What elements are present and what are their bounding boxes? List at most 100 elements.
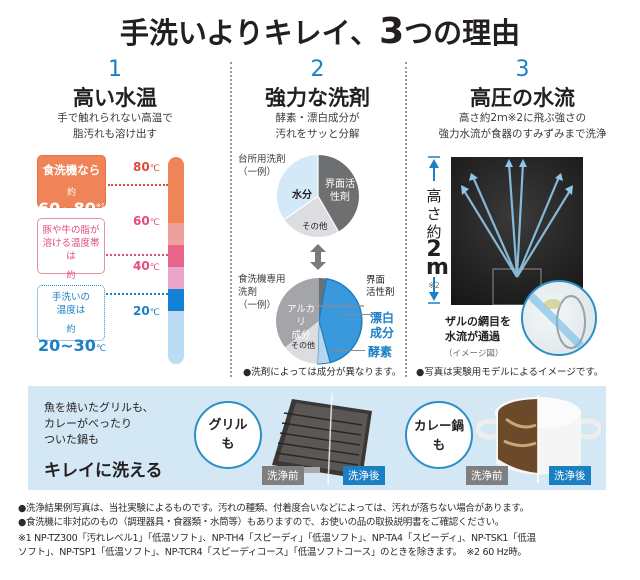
char: 高 [426,187,442,205]
line: 成分 [370,326,395,340]
value: 20 [133,304,150,318]
line: も [432,437,446,452]
unit: ℃ [149,218,160,228]
sub-line: 汚れをサッと分解 [275,128,360,140]
reason-heading-3: 高圧の水流 [470,86,575,110]
unit: ℃ [104,207,115,217]
line: 魚を焼いたグリルも、 [44,401,154,414]
pie2-bleach: 漂白 成分 [370,311,394,341]
pie1-surfactant: 界面活性剤 [325,179,355,203]
line: アルカリ [286,304,316,328]
line: グリル [208,418,248,433]
note: ※2 [428,281,440,290]
box-label: 豚や牛の脂が溶ける温度帯は [38,224,104,263]
colander-text: ザルの網目を 水流が通過 [445,314,511,344]
line: 水流が通過 [445,330,500,343]
dotted-guide [106,293,168,295]
pie2-label: 食洗機専用 洗剤 （一例） [238,273,286,312]
temp-label-80: 80℃ [133,160,160,174]
unit: ℃ [149,263,160,273]
colander-closeup-photo [521,280,597,356]
prefix: 約 [66,325,76,335]
line: 成分 [291,330,311,341]
reason-number-3: 3 [515,57,530,82]
footnote-4: ソフト」、NP-TSP1「低温ソフト」、NP-TCR4「スピーディコース」「低温… [18,547,527,558]
leader-line [330,350,365,351]
pie2-alkali: アルカリ 成分 [283,303,319,342]
sub-line: 高さ約2ｍ※2に飛ぶ強さの [458,112,587,124]
pot-before-tag: 洗浄前 [466,466,508,485]
value: 60 [133,214,150,228]
reason-sub-3: 高さ約2ｍ※2に飛ぶ強さの 強力水流が食器のすみずみまで洗浄 [405,110,640,142]
temp-label-60: 60℃ [133,214,160,228]
line: ザルの網目を [445,315,511,328]
footnote-1: ●洗浄結果例写真は、当社実験によるものです。汚れの種類、付着度合いなどによっては… [18,503,529,514]
box-label: 手洗いの 温度は [38,291,104,317]
image-note: （イメージ図） [444,349,504,359]
column-divider [230,62,232,377]
line: カレー鍋 [413,418,464,433]
sub-line: 脂汚れも溶け出す [73,128,157,140]
unit: ℃ [95,344,107,354]
temperature-bar [168,157,184,364]
footnote-3: ※1 NP-TZ300「汚れレベル1」「低温ソフト」、NP-TH4「スピーディ」… [18,533,536,544]
line: 活性剤 [366,287,395,298]
pie1-label: 台所用洗剤 （一例） [238,153,286,179]
photo-note: ●写真は実験用モデルによるイメージです。 [416,367,604,378]
title-prefix: 手洗いよりキレイ、 [119,16,380,50]
kitchen-detergent-pie [276,155,359,237]
line: 溶ける温度帯は [42,238,100,262]
handwash-temp-box: 手洗いの 温度は 約20~30℃ [37,285,106,355]
reason-heading-2: 強力な洗剤 [265,86,370,110]
height-label: 高 さ 約 2 m ※2 [426,187,449,295]
line: 台所用洗剤 [238,154,286,165]
sub-line: 手で触れられない高温で [57,112,173,124]
leader-line [340,314,380,315]
box-label: 食洗機なら [42,163,101,177]
range: 20~30 [38,336,96,355]
pot-photo [476,395,601,483]
sub-line: 酵素・漂白成分が [275,112,360,124]
grill-bubble: グリル も [194,401,262,469]
char: さ [426,205,442,223]
pie2-enzyme: 酵素 [368,345,393,359]
page-title: 手洗いよりキレイ、3つの理由 [0,10,640,52]
band-headline: キレイに洗える [44,461,163,481]
reason-sub-2: 酵素・漂白成分が 汚れをサッと分解 [230,110,405,142]
height-arrow-icon [428,156,440,304]
double-arrow-icon [310,244,326,270]
title-number: 3 [379,11,405,52]
reason-heading-1: 高い水温 [73,86,157,110]
line: （一例） [238,300,277,311]
band-text: 魚を焼いたグリルも、 カレーがべったり ついた鍋も [44,400,154,448]
temp-label-40: 40℃ [133,259,160,273]
box-range: 約60~80※1℃ [38,180,115,218]
grill-photo [272,392,372,486]
dotted-guide [108,184,168,186]
line: 洗剤 [238,287,258,298]
prefix: 約 [66,188,76,198]
value: 80 [133,160,150,174]
char: m [426,255,449,280]
line: 界面 [366,275,386,286]
dishwasher-detergent-pie [276,277,364,365]
dotted-guide [106,254,168,256]
unit: ℃ [149,308,160,318]
sub-line: 強力水流が食器のすみずみまで洗浄 [438,128,607,140]
char: 2 [426,237,442,262]
line: も [221,437,235,452]
reason-number-1: 1 [108,57,122,82]
reason-sub-1: 手で触れられない高温で 脂汚れも溶け出す [0,110,230,142]
range: 60~80 [38,199,96,218]
pot-bubble: カレー鍋 も [405,401,473,469]
colander-icon [528,293,586,349]
water-jet-arrows-icon [461,159,573,306]
line: 食洗機専用 [238,274,286,285]
grill-after-tag: 洗浄後 [343,466,385,485]
unit: ℃ [149,164,160,174]
column-divider [405,62,407,377]
line: 豚や牛の脂が [42,225,100,236]
pot-after-tag: 洗浄後 [549,466,591,485]
line: 温度は [56,305,86,316]
line: （一例） [238,167,277,178]
